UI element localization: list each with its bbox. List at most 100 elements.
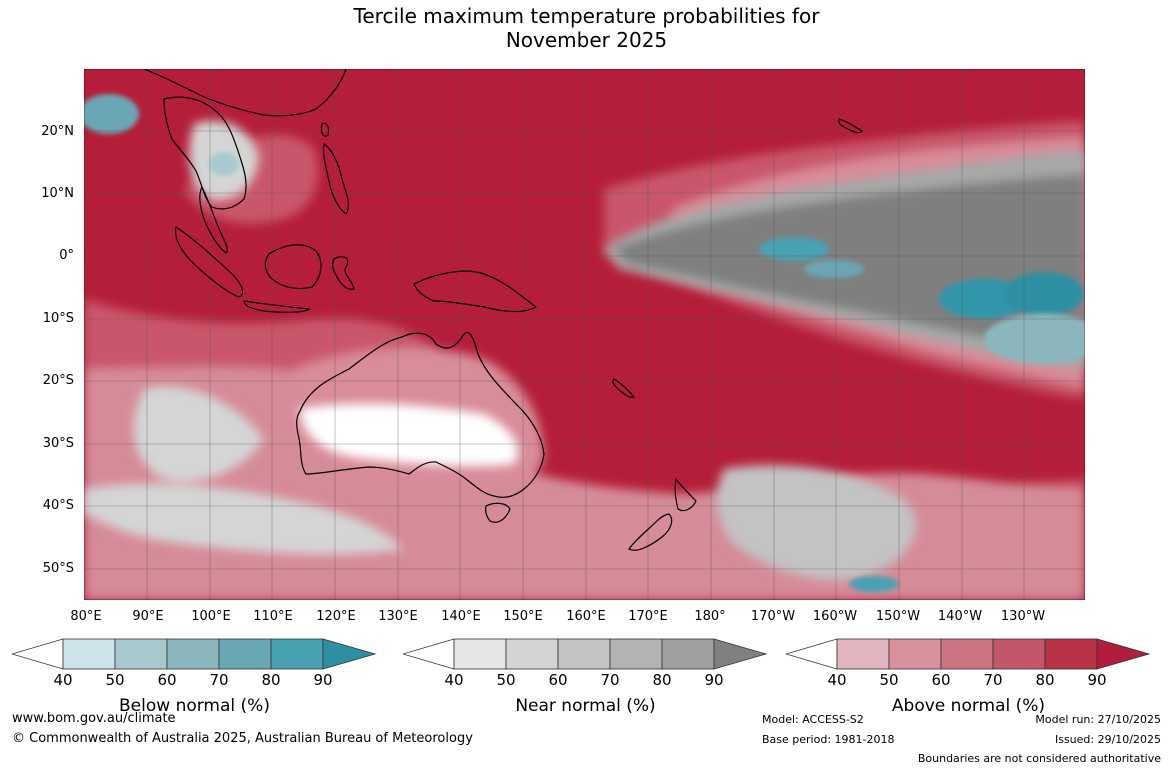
- title-line-2: November 2025: [505, 28, 668, 52]
- indochina-coastline: [163, 96, 247, 210]
- above-normal-title: Above normal (%): [891, 696, 1046, 716]
- colorbar-swatch: [888, 638, 942, 670]
- colorbar-swatches: [786, 638, 1151, 670]
- lat-label-20n: 20°N: [41, 124, 74, 139]
- colorbar-arrow-low: [786, 638, 838, 670]
- coastlines: [143, 69, 863, 551]
- title-line-1: Tercile maximum temperature probabilitie…: [353, 4, 820, 28]
- colorbar-swatch: [1044, 638, 1098, 670]
- colorbar-swatch: [992, 638, 1046, 670]
- java-coastline: [243, 300, 310, 313]
- lon-label: 140°W: [937, 609, 983, 624]
- colorbar-swatch: [505, 638, 559, 670]
- tick-label: 70: [209, 671, 229, 689]
- lon-label: 120°E: [316, 609, 356, 624]
- tick-label: 80: [261, 671, 281, 689]
- below-normal-colorbar: [12, 638, 377, 670]
- china-coast: [143, 69, 347, 117]
- lat-label-10n: 10°N: [41, 186, 74, 201]
- lat-label-10s: 10°S: [42, 311, 74, 326]
- below-normal-shading: [84, 94, 1085, 592]
- tasmania-coastline: [485, 502, 511, 523]
- below-normal-title: Below normal (%): [119, 696, 270, 716]
- tick-label: 50: [105, 671, 125, 689]
- colorbar-arrow-low: [403, 638, 455, 670]
- lon-label: 170°E: [628, 609, 668, 624]
- colorbar-swatch: [270, 638, 324, 670]
- lon-label: 90°E: [132, 609, 164, 624]
- colorbar-swatch: [62, 638, 116, 670]
- lon-label: 140°E: [441, 609, 481, 624]
- tick-label: 90: [1087, 671, 1107, 689]
- colorbar-arrow-high: [1096, 638, 1151, 670]
- map-title: Tercile maximum temperature probabilitie…: [0, 4, 1173, 52]
- colorbar-arrow-high: [713, 638, 768, 670]
- taiwan-coastline: [320, 122, 330, 137]
- lon-label: 110°E: [253, 609, 293, 624]
- tick-label: 80: [1035, 671, 1055, 689]
- colorbar-swatches: [12, 638, 377, 670]
- tick-label: 60: [157, 671, 177, 689]
- colorbar-arrow-high: [322, 638, 377, 670]
- tick-label: 90: [313, 671, 333, 689]
- sulawesi-coastline: [332, 256, 355, 290]
- lon-label: 100°E: [191, 609, 231, 624]
- above-normal-colorbar: [786, 638, 1151, 670]
- borneo-coastline: [264, 244, 322, 290]
- lat-label-20s: 20°S: [42, 373, 74, 388]
- lat-label-0: 0°: [59, 248, 74, 263]
- colorbar-swatch: [114, 638, 168, 670]
- australia-coastline: [296, 331, 545, 498]
- lat-label-30s: 30°S: [42, 436, 74, 451]
- tick-label: 80: [652, 671, 672, 689]
- colorbar-swatch: [166, 638, 220, 670]
- boundaries-disclaimer: Boundaries are not considered authoritat…: [917, 752, 1161, 765]
- tick-label: 70: [983, 671, 1003, 689]
- colorbar-swatch: [836, 638, 890, 670]
- near-normal-colorbar: [403, 638, 768, 670]
- colorbar-swatches: [403, 638, 768, 670]
- tick-label: 40: [444, 671, 464, 689]
- lon-label: 150°E: [503, 609, 543, 624]
- tick-label: 60: [548, 671, 568, 689]
- colorbar-swatch: [609, 638, 663, 670]
- model-run-text: Model run: 27/10/2025: [1035, 713, 1161, 726]
- lon-label: 130°W: [1000, 609, 1046, 624]
- south-island-nz: [628, 513, 673, 551]
- lat-label-40s: 40°S: [42, 498, 74, 513]
- new-caledonia-coastline: [612, 378, 635, 398]
- tick-label: 50: [879, 671, 899, 689]
- hawaii-coastline: [838, 118, 863, 134]
- copyright-text: © Commonwealth of Australia 2025, Austra…: [12, 731, 473, 746]
- north-island-nz: [674, 478, 697, 512]
- tick-label: 60: [931, 671, 951, 689]
- colorbar-swatch: [453, 638, 507, 670]
- lat-label-50s: 50°S: [42, 561, 74, 576]
- malay-peninsula-coastline: [199, 186, 228, 254]
- colorbar-swatch: [940, 638, 994, 670]
- lon-label: 130°E: [378, 609, 418, 624]
- issued-text: Issued: 29/10/2025: [1054, 733, 1161, 746]
- colorbar-swatch: [218, 638, 272, 670]
- website-link[interactable]: www.bom.gov.au/climate: [12, 711, 176, 726]
- sumatra-coastline: [174, 226, 244, 298]
- colorbar-swatch: [557, 638, 611, 670]
- lon-label: 170°W: [750, 609, 796, 624]
- lon-label: 160°W: [812, 609, 858, 624]
- tick-label: 70: [600, 671, 620, 689]
- new-guinea-coastline: [413, 270, 537, 313]
- base-period-text: Base period: 1981-2018: [762, 733, 895, 746]
- probability-map: [84, 69, 1085, 600]
- lon-label: 150°W: [875, 609, 921, 624]
- tick-label: 50: [496, 671, 516, 689]
- tick-label: 40: [827, 671, 847, 689]
- colorbar-arrow-low: [12, 638, 64, 670]
- lon-label: 180°: [694, 609, 726, 624]
- tick-label: 40: [53, 671, 73, 689]
- lon-label: 80°E: [70, 609, 102, 624]
- lon-label: 160°E: [566, 609, 606, 624]
- tick-label: 90: [704, 671, 724, 689]
- near-normal-title: Near normal (%): [515, 696, 656, 716]
- graticule: [84, 69, 1085, 600]
- model-text: Model: ACCESS-S2: [762, 713, 864, 726]
